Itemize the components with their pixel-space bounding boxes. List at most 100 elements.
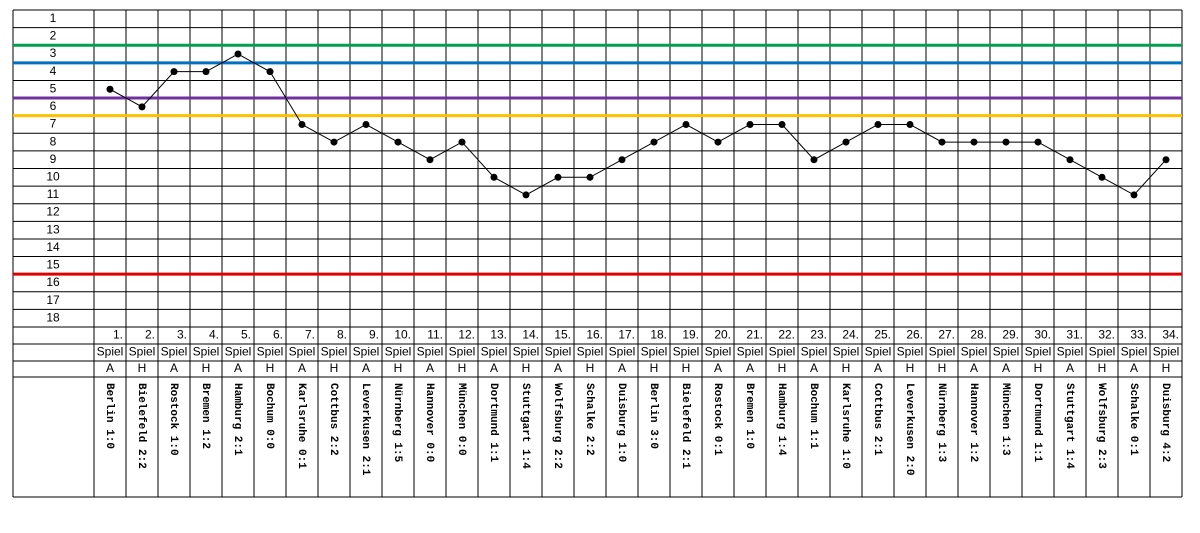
opponent-label: Wolfsburg 2:3: [1095, 383, 1107, 469]
venue-label: A: [554, 361, 562, 375]
venue-label: H: [938, 361, 947, 375]
venue-label: A: [362, 361, 370, 375]
position-point: [938, 138, 946, 146]
opponent-label: Nürnberg 1:3: [935, 383, 947, 463]
y-tick-label: 6: [50, 99, 57, 113]
opponent-label: Schalke 2:2: [583, 383, 595, 456]
opponent-label: Stuttgart 1:4: [1063, 383, 1075, 469]
y-tick-label: 15: [46, 258, 60, 272]
position-point: [138, 103, 146, 111]
venue-label: H: [330, 361, 339, 375]
y-tick-label: 7: [50, 117, 57, 131]
matchday-label: 32.: [1098, 328, 1115, 342]
venue-label: A: [746, 361, 754, 375]
venue-label: H: [202, 361, 211, 375]
opponent-label: Cottbus 2:2: [327, 383, 339, 456]
opponent-label: Karlsruhe 0:1: [295, 383, 307, 469]
position-point: [586, 173, 594, 181]
position-point: [778, 120, 786, 128]
venue-label: H: [138, 361, 147, 375]
matchday-label: 24.: [842, 328, 859, 342]
opponent-label: Bochum 1:1: [807, 383, 819, 449]
spiel-label: Spiel: [129, 345, 156, 359]
spiel-label: Spiel: [321, 345, 348, 359]
spiel-label: Spiel: [1089, 345, 1116, 359]
spiel-label: Spiel: [769, 345, 796, 359]
position-point: [682, 120, 690, 128]
venue-label: H: [906, 361, 915, 375]
opponent-label: Leverkusen 2:0: [903, 383, 915, 475]
matchday-label: 9.: [369, 328, 379, 342]
venue-label: A: [874, 361, 882, 375]
position-point: [746, 120, 754, 128]
spiel-label: Spiel: [577, 345, 604, 359]
matchday-label: 26.: [906, 328, 923, 342]
venue-label: H: [1098, 361, 1107, 375]
matchday-label: 7.: [305, 328, 315, 342]
venue-label: A: [298, 361, 306, 375]
opponent-label: Duisburg 1:0: [615, 383, 627, 462]
y-tick-label: 2: [50, 29, 57, 43]
matchday-label: 15.: [554, 328, 571, 342]
position-point: [234, 50, 242, 58]
matchday-label: 11.: [427, 328, 443, 342]
opponent-label: Berlin 3:0: [647, 383, 659, 449]
spiel-label: Spiel: [385, 345, 412, 359]
matchday-label: 8.: [337, 328, 347, 342]
spiel-label: Spiel: [1153, 345, 1180, 359]
venue-label: H: [682, 361, 691, 375]
spiel-label: Spiel: [1121, 345, 1148, 359]
position-point: [906, 120, 914, 128]
matchday-label: 4.: [209, 328, 219, 342]
matchday-label: 16.: [586, 328, 603, 342]
matchday-label: 5.: [241, 328, 251, 342]
y-tick-label: 18: [46, 310, 60, 324]
opponent-label: Karlsruhe 1:0: [839, 383, 851, 469]
opponent-label: Hamburg 2:1: [231, 383, 243, 456]
spiel-label: Spiel: [257, 345, 284, 359]
opponent-label: Hamburg 1:4: [775, 383, 787, 456]
position-point: [842, 138, 850, 146]
venue-label: H: [650, 361, 659, 375]
opponent-label: Leverkusen 2:1: [359, 383, 371, 476]
venue-label: A: [618, 361, 626, 375]
spiel-label: Spiel: [961, 345, 988, 359]
venue-label: A: [970, 361, 978, 375]
spiel-label: Spiel: [225, 345, 252, 359]
y-tick-label: 14: [46, 240, 60, 254]
matchday-label: 20.: [714, 328, 731, 342]
venue-label: H: [522, 361, 531, 375]
position-point: [714, 138, 722, 146]
matchday-label: 6.: [273, 328, 283, 342]
position-point: [650, 138, 658, 146]
matchday-label: 2.: [145, 328, 155, 342]
matchday-label: 22.: [778, 328, 795, 342]
opponent-label: Hannover 1:2: [967, 383, 979, 462]
venue-label: A: [714, 361, 722, 375]
position-point: [426, 156, 434, 164]
spiel-label: Spiel: [929, 345, 956, 359]
opponent-label: Schalke 0:1: [1127, 383, 1139, 456]
position-line: [109, 53, 1167, 196]
matchday-label: 34.: [1162, 328, 1179, 342]
y-tick-label: 8: [50, 134, 57, 148]
opponent-label: Bremen 1:2: [199, 383, 211, 449]
spiel-label: Spiel: [737, 345, 764, 359]
position-point: [362, 120, 370, 128]
spiel-label: Spiel: [705, 345, 732, 359]
y-tick-label: 5: [50, 81, 57, 95]
y-tick-label: 12: [46, 205, 60, 219]
spiel-label: Spiel: [513, 345, 540, 359]
matchday-label: 33.: [1130, 328, 1147, 342]
opponent-label: Stuttgart 1:4: [519, 383, 531, 469]
spiel-label: Spiel: [673, 345, 700, 359]
matchday-label: 12.: [458, 328, 475, 342]
matchday-label: 25.: [874, 328, 891, 342]
opponent-label: Rostock 0:1: [711, 383, 723, 456]
matchday-label: 3.: [177, 328, 187, 342]
position-point: [1066, 156, 1074, 164]
venue-label: H: [458, 361, 467, 375]
venue-label: A: [1002, 361, 1010, 375]
position-point: [1034, 138, 1042, 146]
y-tick-label: 16: [46, 275, 60, 289]
